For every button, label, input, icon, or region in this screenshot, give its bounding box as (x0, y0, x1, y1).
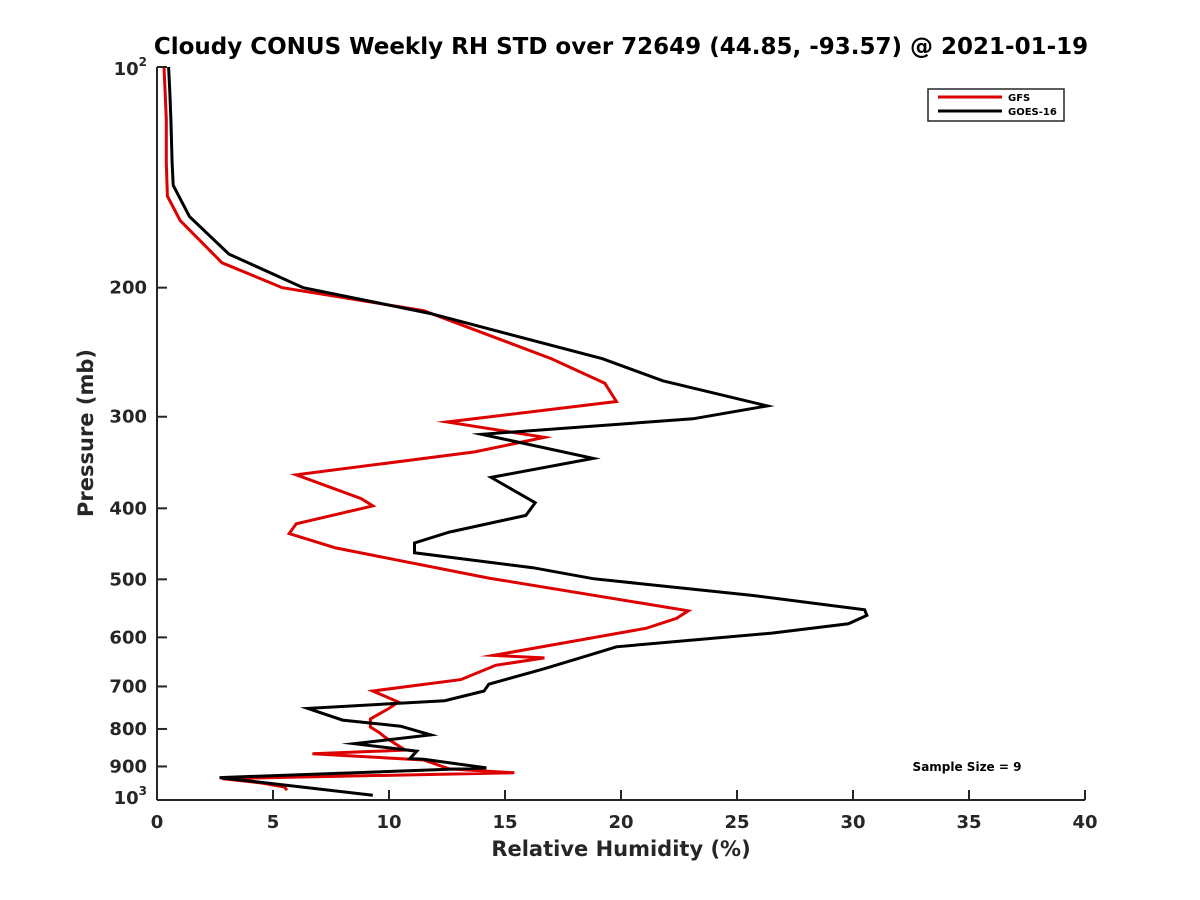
y-tick-label: 600 (109, 627, 147, 648)
y-tick-base: 10 (114, 788, 139, 809)
y-tick-exponent: 3 (139, 784, 147, 798)
sample-size-annotation: Sample Size = 9 (913, 760, 1022, 774)
y-tick-base: 400 (109, 498, 147, 519)
series-layer (162, 66, 869, 797)
x-tick-label: 5 (267, 812, 280, 833)
x-tick-label: 20 (608, 812, 633, 833)
x-tick-label: 30 (840, 812, 865, 833)
axis-layer: 0 5 10 15 20 25 30 35 40102200300400500600700800… (109, 55, 1097, 833)
y-tick-base: 700 (109, 676, 147, 697)
legend-label-gfs: GFS (1008, 93, 1030, 104)
x-tick-label: 40 (1072, 812, 1097, 833)
y-tick-base: 200 (109, 278, 147, 299)
x-tick-label: 15 (492, 812, 517, 833)
series-line-goes-16 (167, 66, 869, 797)
y-tick-base: 900 (109, 756, 147, 777)
legend: GFS GOES-16 (927, 88, 1065, 122)
plot-area (157, 67, 1085, 800)
y-tick-label: 102 (114, 55, 147, 80)
y-tick-base: 800 (109, 719, 147, 740)
x-tick-label: 25 (724, 812, 749, 833)
y-tick-label: 400 (109, 498, 147, 519)
x-tick-label: 0 (151, 812, 164, 833)
legend-label-goes-16: GOES-16 (1008, 107, 1057, 118)
y-tick-label: 300 (109, 407, 147, 428)
y-tick-exponent: 2 (139, 55, 147, 69)
chart-title: Cloudy CONUS Weekly RH STD over 72649 (4… (154, 34, 1088, 60)
y-tick-label: 800 (109, 719, 147, 740)
y-tick-base: 500 (109, 569, 147, 590)
x-axis-label: Relative Humidity (%) (491, 837, 750, 861)
y-tick-base: 600 (109, 627, 147, 648)
x-tick-label: 10 (376, 812, 401, 833)
y-tick-base: 10 (114, 59, 139, 80)
y-axis-label: Pressure (mb) (74, 349, 98, 517)
legend-box (927, 88, 1065, 122)
x-tick-label: 35 (956, 812, 981, 833)
y-tick-label: 900 (109, 756, 147, 777)
y-tick-base: 300 (109, 407, 147, 428)
y-tick-label: 700 (109, 676, 147, 697)
y-tick-label: 200 (109, 278, 147, 299)
y-tick-label: 103 (114, 784, 147, 809)
series-line-gfs (162, 66, 693, 792)
y-tick-label: 500 (109, 569, 147, 590)
